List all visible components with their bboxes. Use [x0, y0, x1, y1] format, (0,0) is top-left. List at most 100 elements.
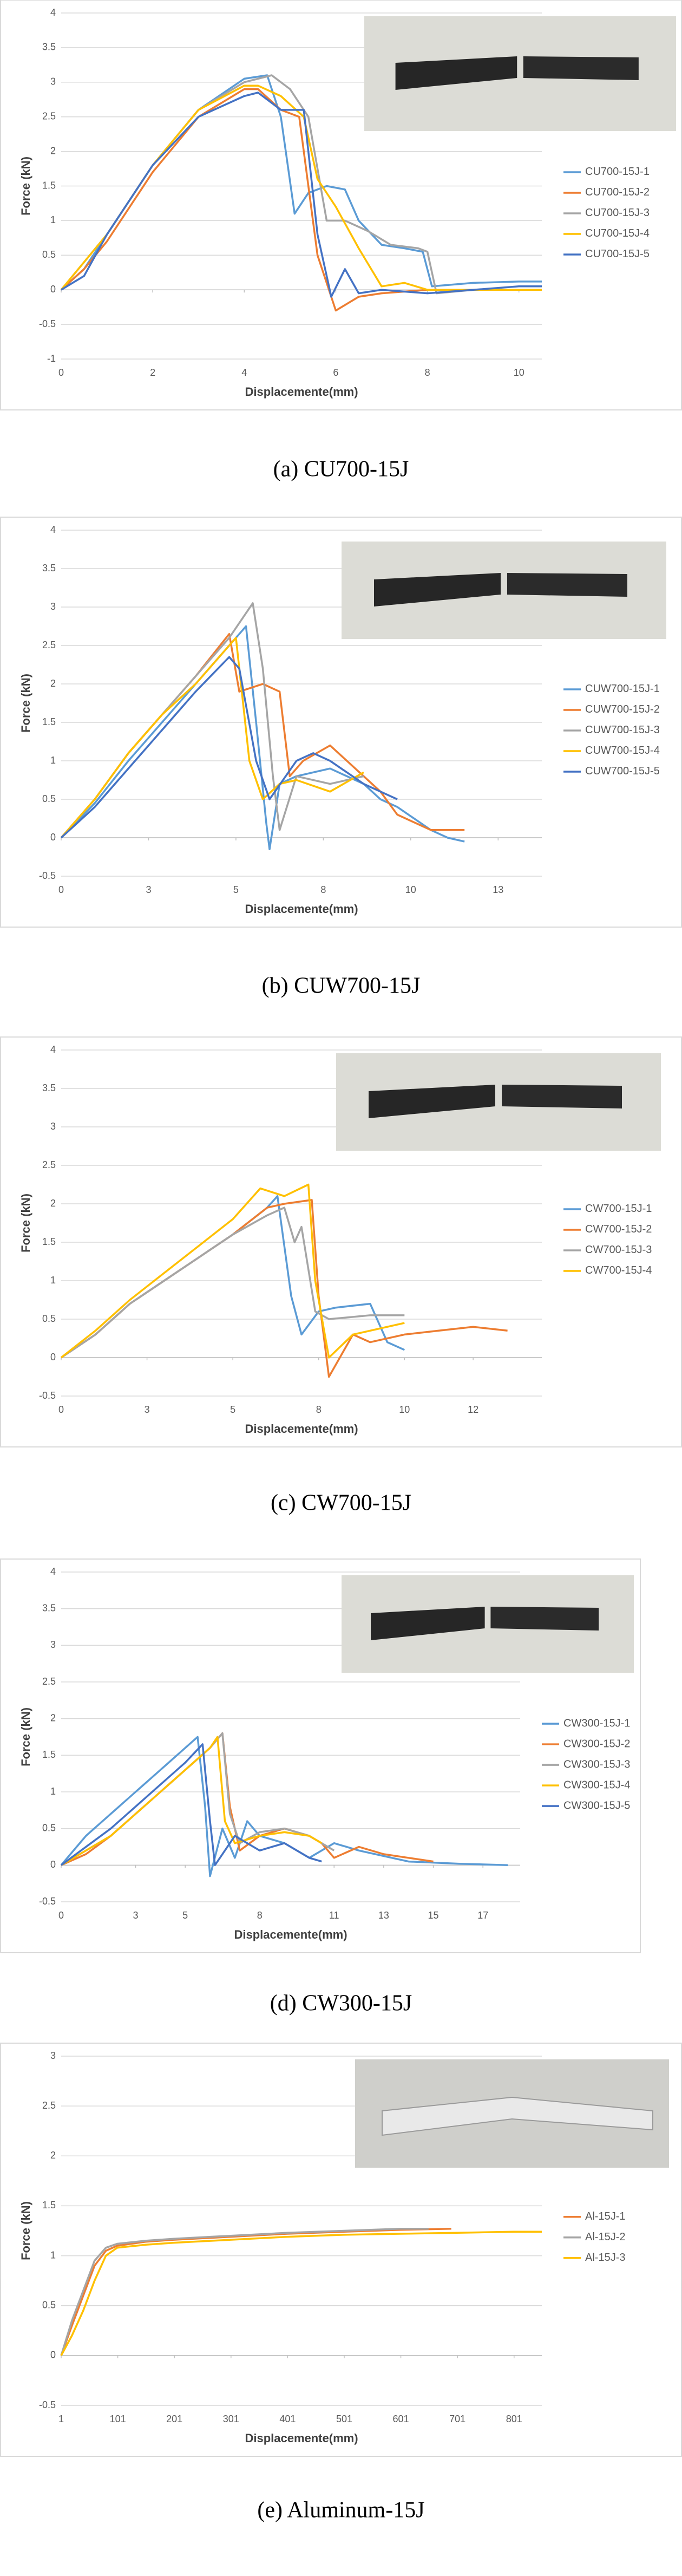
specimen-right: [490, 1607, 599, 1631]
figure-caption: (b) CUW700-15J: [262, 974, 421, 999]
y-tick-label: 0: [50, 2350, 56, 2360]
y-axis-title: Force (kN): [19, 674, 32, 733]
y-tick-label: -0.5: [39, 2399, 56, 2410]
specimen-right: [502, 1085, 622, 1108]
y-tick-label: 1: [50, 2249, 56, 2260]
y-tick-label: 0: [50, 832, 56, 843]
figure-caption: (e) Aluminum-15J: [257, 2498, 424, 2523]
data-line: [60, 1183, 405, 1359]
y-tick-label: 3: [50, 601, 56, 612]
y-tick-label: 0.5: [42, 249, 56, 260]
figure-caption: (c) CW700-15J: [271, 1491, 411, 1516]
legend-label: Al-15J-3: [585, 2252, 625, 2264]
specimen-right: [507, 573, 627, 597]
y-tick-label: 0.5: [42, 1313, 56, 1324]
data-line: [61, 92, 542, 298]
specimen-photo: [336, 1053, 661, 1151]
x-tick-label: 10: [399, 1404, 410, 1415]
x-tick-label: 601: [393, 2414, 409, 2424]
x-tick-label: 301: [223, 2414, 239, 2424]
figure-caption: (a) CU700-15J: [273, 457, 409, 482]
y-tick-label: 0.5: [42, 793, 56, 804]
specimen-right: [523, 56, 639, 80]
x-tick-label: 5: [233, 884, 239, 895]
y-tick-label: -0.5: [39, 1390, 56, 1401]
x-tick-label: 3: [133, 1910, 139, 1921]
y-tick-label: 3.5: [42, 563, 56, 573]
data-line: [60, 2231, 542, 2356]
y-tick-label: 1.5: [42, 2200, 56, 2210]
y-axis-title: Force (kN): [19, 156, 32, 216]
y-tick-label: 1.5: [42, 1236, 56, 1247]
specimen-photo: [342, 542, 666, 639]
x-tick-label: 201: [166, 2414, 182, 2424]
x-tick-label: 3: [145, 1404, 150, 1415]
x-axis-title: Displacemente(mm): [245, 2431, 358, 2445]
legend-label: CUW700-15J-1: [585, 683, 660, 695]
y-tick-label: -0.5: [39, 870, 56, 881]
specimen-photo: [355, 2059, 669, 2168]
x-tick-label: 12: [468, 1404, 478, 1415]
y-tick-label: 0: [50, 1859, 56, 1870]
data-line: [60, 84, 542, 291]
x-tick-label: 2: [150, 367, 155, 378]
y-tick-label: 2: [50, 1712, 56, 1723]
y-tick-label: 3: [50, 76, 56, 87]
y-tick-label: 3.5: [42, 1602, 56, 1613]
x-tick-label: 6: [333, 367, 338, 378]
data-line: [60, 656, 398, 839]
y-tick-label: 1: [50, 1275, 56, 1286]
specimen-left: [374, 573, 501, 606]
legend-label: CU700-15J-4: [585, 227, 650, 239]
legend-label: CU700-15J-3: [585, 207, 650, 219]
x-tick-label: 8: [316, 1404, 322, 1415]
specimen-left: [369, 1085, 495, 1118]
y-tick-label: 3: [50, 2050, 56, 2061]
x-tick-label: 10: [405, 884, 416, 895]
y-tick-label: 2: [50, 678, 56, 689]
y-tick-label: 4: [50, 524, 56, 535]
x-tick-label: 0: [58, 1910, 64, 1921]
legend-label: Al-15J-1: [585, 2210, 625, 2222]
x-tick-label: 701: [449, 2414, 465, 2424]
x-axis-title: Displacemente(mm): [234, 1928, 347, 1941]
y-axis-title: Force (kN): [19, 2201, 32, 2260]
y-tick-label: -0.5: [39, 1896, 56, 1907]
legend-label: CUW700-15J-3: [585, 724, 660, 736]
y-tick-label: 2.5: [42, 2100, 56, 2111]
x-tick-label: 8: [320, 884, 326, 895]
y-tick-label: 1.5: [42, 180, 56, 191]
data-line: [61, 1736, 323, 1866]
legend-label: CUW700-15J-5: [585, 765, 660, 777]
x-tick-label: 13: [378, 1910, 389, 1921]
specimen: [382, 2096, 653, 2136]
x-tick-label: 8: [425, 367, 430, 378]
y-tick-label: 2.5: [42, 640, 56, 650]
x-tick-label: 17: [477, 1910, 488, 1921]
x-tick-label: 501: [336, 2414, 352, 2424]
data-line: [60, 625, 465, 851]
x-axis-title: Displacemente(mm): [245, 902, 358, 916]
y-tick-label: 1: [50, 755, 56, 766]
x-tick-label: 3: [146, 884, 151, 895]
y-tick-label: 4: [50, 7, 56, 18]
y-tick-label: 1: [50, 1786, 56, 1797]
legend-label: CUW700-15J-4: [585, 745, 660, 757]
y-tick-label: 2: [50, 145, 56, 156]
legend-label: CW700-15J-4: [585, 1264, 652, 1276]
x-tick-label: 1: [58, 2414, 64, 2424]
y-tick-label: 4: [50, 1566, 56, 1577]
legend-label: CU700-15J-2: [585, 186, 650, 198]
y-tick-label: 3.5: [42, 42, 56, 53]
specimen-left: [371, 1607, 485, 1640]
x-tick-label: 13: [493, 884, 503, 895]
x-tick-label: 401: [279, 2414, 296, 2424]
legend-label: CW300-15J-5: [563, 1799, 630, 1811]
y-tick-label: 4: [50, 1044, 56, 1055]
data-line: [60, 1743, 322, 1867]
y-tick-label: 0.5: [42, 1822, 56, 1833]
y-tick-label: 3: [50, 1639, 56, 1650]
y-tick-label: 2: [50, 1198, 56, 1209]
x-tick-label: 0: [58, 884, 64, 895]
legend-label: CW300-15J-3: [563, 1758, 630, 1770]
